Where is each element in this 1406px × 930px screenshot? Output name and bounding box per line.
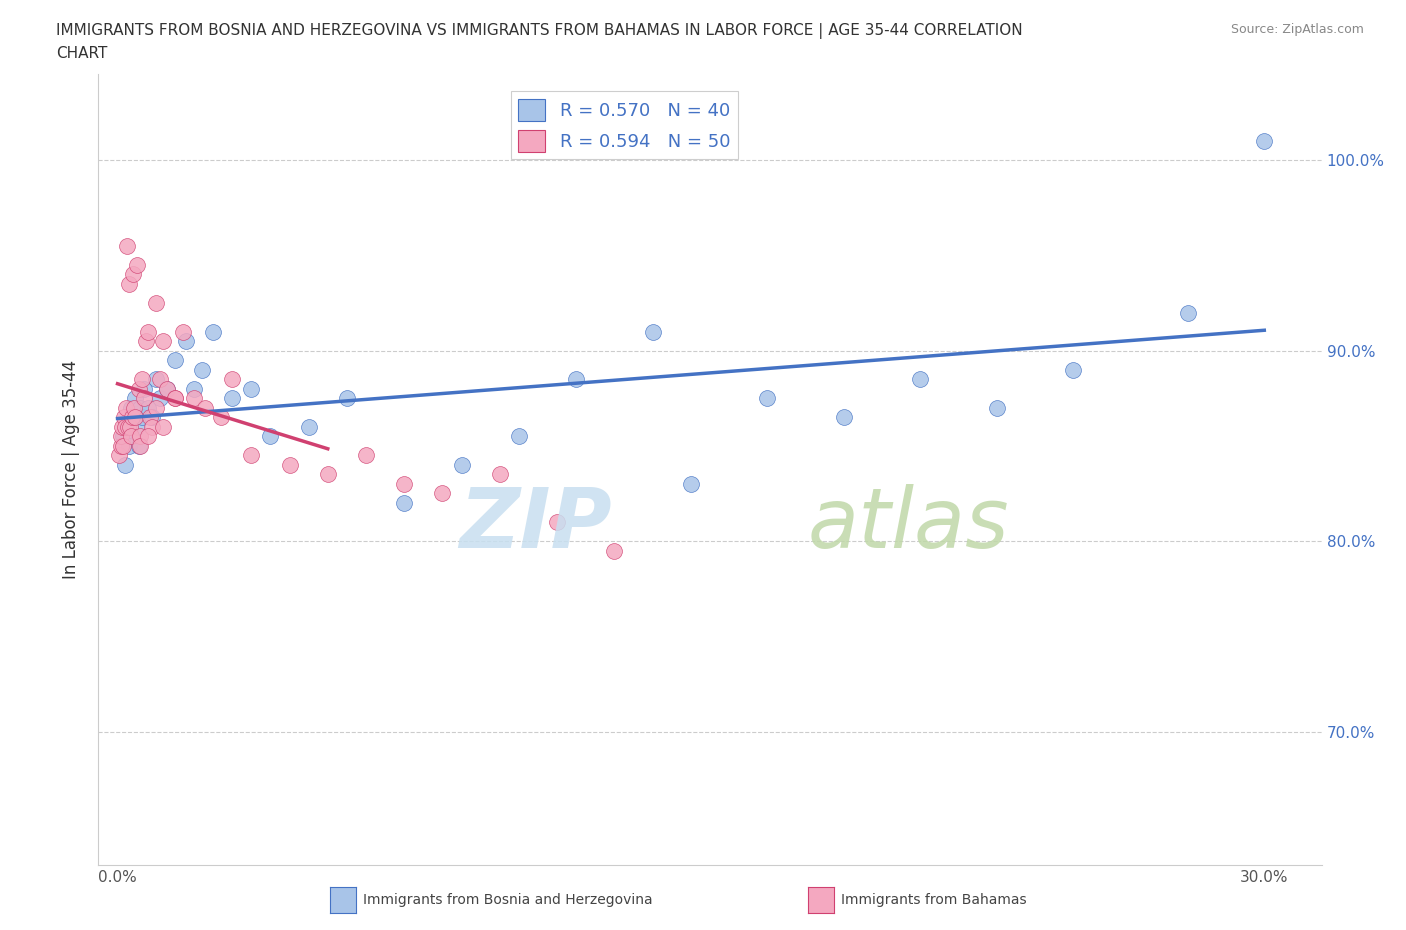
Point — [240, 448, 263, 463]
Point — [488, 467, 510, 482]
Point — [121, 410, 143, 425]
Point — [603, 543, 626, 558]
Point — [259, 429, 281, 444]
Y-axis label: In Labor Force | Age 35-44: In Labor Force | Age 35-44 — [62, 360, 80, 579]
Point — [163, 391, 186, 405]
Point — [240, 381, 263, 396]
Point — [152, 419, 174, 434]
Point — [135, 334, 157, 349]
Point — [316, 467, 339, 482]
Point — [756, 391, 779, 405]
Point — [112, 429, 135, 444]
Text: Source: ZipAtlas.com: Source: ZipAtlas.com — [1230, 23, 1364, 36]
Point — [134, 391, 156, 405]
Point — [565, 372, 588, 387]
Point — [450, 458, 472, 472]
Point — [115, 400, 138, 415]
Point — [111, 419, 134, 434]
Point — [136, 429, 159, 444]
Point — [194, 400, 217, 415]
Point — [149, 372, 172, 387]
Point — [110, 438, 132, 453]
Text: IMMIGRANTS FROM BOSNIA AND HERZEGOVINA VS IMMIGRANTS FROM BAHAMAS IN LABOR FORCE: IMMIGRANTS FROM BOSNIA AND HERZEGOVINA V… — [56, 23, 1024, 39]
Point — [120, 429, 142, 444]
Point — [141, 419, 163, 434]
Point — [278, 458, 301, 472]
Point — [149, 391, 172, 405]
Point — [163, 352, 186, 367]
Point — [163, 391, 186, 405]
Point — [118, 438, 141, 453]
Point — [110, 429, 132, 444]
Point — [118, 276, 141, 291]
Point — [121, 267, 143, 282]
Point — [134, 381, 156, 396]
Point — [910, 372, 932, 387]
Legend: R = 0.570   N = 40, R = 0.594   N = 50: R = 0.570 N = 40, R = 0.594 N = 50 — [512, 91, 738, 159]
Point — [115, 419, 138, 434]
Text: Immigrants from Bahamas: Immigrants from Bahamas — [841, 893, 1026, 908]
Point — [1062, 362, 1084, 377]
Point — [641, 325, 664, 339]
Point — [1177, 305, 1199, 320]
Point — [114, 458, 136, 472]
Point — [131, 410, 153, 425]
Point — [432, 486, 454, 501]
Point — [129, 438, 152, 453]
Text: Immigrants from Bosnia and Herzegovina: Immigrants from Bosnia and Herzegovina — [363, 893, 652, 908]
Point — [122, 400, 145, 415]
Point — [145, 372, 167, 387]
Text: ZIP: ZIP — [460, 485, 612, 565]
Point — [121, 410, 143, 425]
Point — [129, 429, 152, 444]
Point — [131, 372, 153, 387]
Point — [129, 400, 152, 415]
Point — [117, 419, 139, 434]
Point — [183, 391, 205, 405]
Point — [139, 410, 162, 425]
Point — [209, 410, 232, 425]
Point — [108, 448, 131, 463]
Point — [124, 391, 146, 405]
Point — [202, 325, 225, 339]
Point — [546, 514, 568, 529]
Point — [183, 381, 205, 396]
Text: CHART: CHART — [56, 46, 108, 61]
Point — [145, 400, 167, 415]
Point — [508, 429, 530, 444]
Point — [125, 419, 148, 434]
Text: atlas: atlas — [808, 485, 1010, 565]
Point — [114, 419, 136, 434]
Point — [112, 410, 135, 425]
Point — [986, 400, 1008, 415]
Point — [172, 325, 194, 339]
Point — [156, 381, 179, 396]
Point — [136, 400, 159, 415]
Point — [124, 410, 146, 425]
Point — [392, 496, 415, 511]
Point — [679, 476, 702, 491]
Point — [141, 410, 163, 425]
Point — [112, 438, 135, 453]
Point — [120, 400, 142, 415]
Point — [176, 334, 198, 349]
Point — [156, 381, 179, 396]
Point — [336, 391, 359, 405]
Point — [125, 258, 148, 272]
Point — [392, 476, 415, 491]
Point — [115, 238, 138, 253]
Point — [221, 372, 243, 387]
Point — [128, 438, 150, 453]
Point — [354, 448, 377, 463]
Point — [128, 381, 150, 396]
Point — [1253, 134, 1275, 149]
Point — [136, 325, 159, 339]
Point — [832, 410, 855, 425]
Point — [221, 391, 243, 405]
Point — [298, 419, 321, 434]
Point — [118, 419, 141, 434]
Point — [145, 296, 167, 311]
Point — [152, 334, 174, 349]
Point — [190, 362, 212, 377]
